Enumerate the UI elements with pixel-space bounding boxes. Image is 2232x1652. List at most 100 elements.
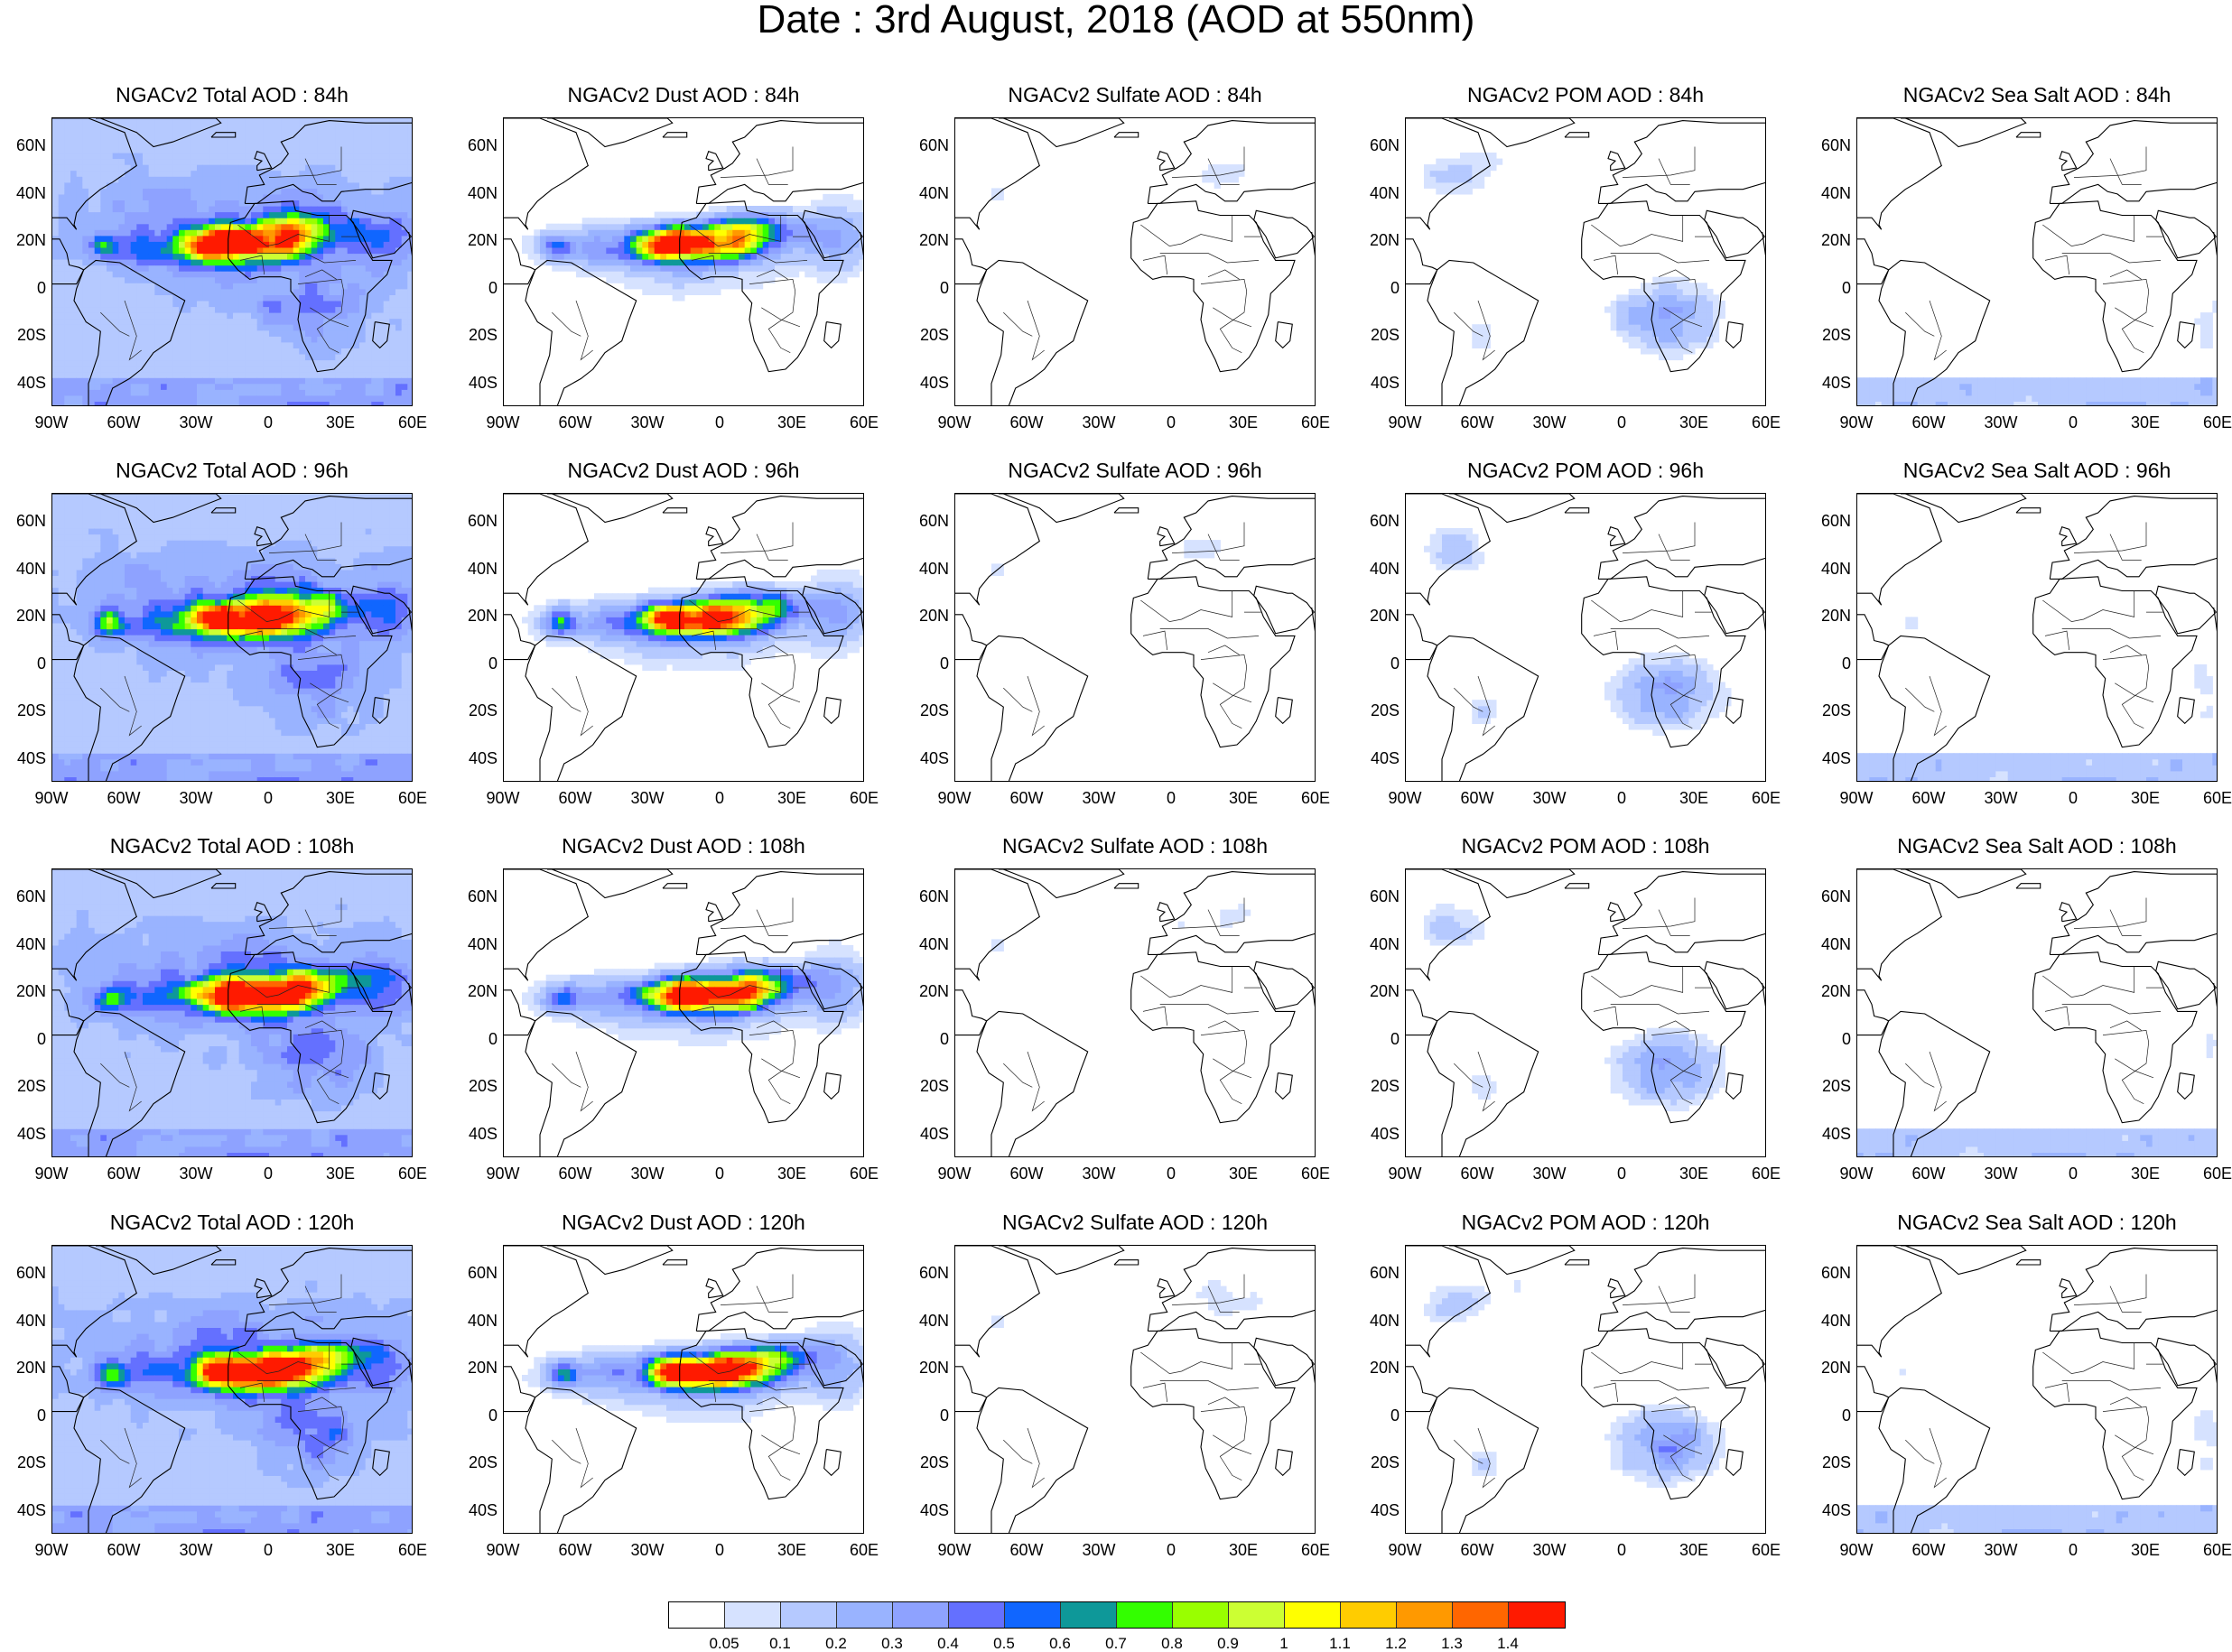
country-border	[2062, 254, 2161, 264]
coastline	[2214, 980, 2218, 1016]
lon-tick-label: 30W	[169, 1541, 223, 1559]
colorbar-label: 0.6	[1033, 1636, 1087, 1651]
lat-tick-label: 40N	[452, 935, 498, 953]
coastline	[1131, 201, 1295, 372]
lat-tick-label: 20N	[1, 231, 46, 249]
lon-tick-label: 60W	[1902, 789, 1956, 807]
lat-tick-label: 60N	[1806, 136, 1851, 154]
map-panel	[51, 493, 413, 782]
coastline	[504, 869, 588, 980]
lon-tick-label: 30W	[1072, 1541, 1126, 1559]
lat-tick-label: 20N	[904, 982, 949, 1000]
lat-tick-label: 0	[1, 1030, 46, 1048]
country-border	[2103, 1406, 2149, 1480]
coastline	[1158, 1279, 1175, 1298]
lat-tick-label: 60N	[1, 512, 46, 530]
lat-tick-label: 20S	[904, 1077, 949, 1095]
country-border	[757, 1286, 788, 1313]
lat-tick-label: 20N	[1354, 231, 1400, 249]
lat-tick-label: 40N	[904, 560, 949, 578]
lon-tick-label: 0	[693, 789, 747, 807]
coastline	[1114, 508, 1139, 513]
lat-tick-label: 0	[1806, 1406, 1851, 1425]
lon-tick-label: 0	[241, 1541, 295, 1559]
colorbar-label: 0.05	[697, 1636, 751, 1651]
coastline	[1312, 1357, 1316, 1392]
panel-title: NGACv2 Sulfate AOD : 108h	[909, 834, 1361, 858]
country-border	[1160, 1381, 1259, 1391]
country-border	[2074, 898, 2146, 929]
country-border	[552, 1063, 581, 1087]
colorbar-label: 1.1	[1313, 1636, 1367, 1651]
aod-field-map	[52, 1246, 413, 1534]
lon-tick-label: 30W	[1974, 413, 2028, 432]
country-border	[721, 1275, 793, 1305]
country-border	[749, 654, 795, 728]
lat-tick-label: 40N	[452, 184, 498, 202]
coastline	[706, 903, 723, 922]
coastline	[1406, 239, 1437, 284]
panel-title: NGACv2 Sea Salt AOD : 120h	[1811, 1211, 2232, 1234]
lon-tick-label: 90W	[1378, 1541, 1432, 1559]
lon-tick-label: 60E	[386, 1541, 440, 1559]
lat-tick-label: 40S	[1806, 1125, 1851, 1143]
lon-tick-label: 0	[2046, 1165, 2100, 1183]
lat-tick-label: 0	[452, 279, 498, 297]
lon-tick-label: 60W	[1902, 1541, 1956, 1559]
coastline	[955, 990, 987, 1035]
coastline	[1598, 872, 1766, 955]
lat-tick-label: 40S	[1, 749, 46, 767]
lat-tick-label: 40S	[1806, 1501, 1851, 1519]
coastline	[1449, 1246, 1575, 1275]
country-border	[2110, 910, 2142, 936]
lat-tick-label: 0	[452, 654, 498, 673]
country-border	[749, 279, 795, 352]
map-panel	[1856, 117, 2218, 406]
colorbar-swatch	[669, 1602, 725, 1628]
lon-tick-label: 60W	[1000, 789, 1054, 807]
lat-tick-label: 40S	[1354, 749, 1400, 767]
panel-title: NGACv2 POM AOD : 96h	[1360, 459, 1811, 482]
coastline	[1565, 1260, 1589, 1265]
lat-tick-label: 0	[1806, 279, 1851, 297]
lon-tick-label: 30E	[313, 1541, 367, 1559]
lon-tick-label: 0	[241, 413, 295, 432]
coastline	[1726, 322, 1744, 348]
coastline	[1762, 980, 1766, 1016]
coastline	[2050, 121, 2218, 204]
country-border	[1208, 645, 1240, 655]
coastline	[1608, 1279, 1625, 1298]
aod-field-map	[1857, 869, 2218, 1157]
lat-tick-label: 0	[1, 1406, 46, 1425]
country-border	[1591, 967, 1682, 998]
lat-tick-label: 40S	[452, 1125, 498, 1143]
coastline	[2060, 527, 2077, 546]
lon-tick-label: 60W	[1450, 413, 1504, 432]
panel-title: NGACv2 Sea Salt AOD : 96h	[1811, 459, 2232, 482]
country-border	[1140, 967, 1232, 998]
panel-title: NGACv2 POM AOD : 120h	[1360, 1211, 1811, 1234]
lat-tick-label: 20S	[452, 1077, 498, 1095]
coastline	[1254, 961, 1315, 1009]
coastline	[1705, 586, 1765, 634]
coastline	[1901, 494, 2026, 523]
map-panel	[1405, 1245, 1766, 1534]
country-border	[757, 534, 788, 561]
coastline	[706, 527, 723, 546]
lat-tick-label: 20S	[1, 326, 46, 344]
panel-title: NGACv2 Sulfate AOD : 120h	[909, 1211, 1361, 1234]
lat-tick-label: 20S	[1354, 701, 1400, 719]
lon-tick-label: 30W	[1072, 413, 1126, 432]
lon-tick-label: 30E	[313, 413, 367, 432]
lon-tick-label: 0	[693, 413, 747, 432]
lat-tick-label: 20S	[452, 1453, 498, 1471]
lon-tick-label: 30E	[765, 1541, 819, 1559]
country-border	[1213, 683, 1251, 702]
country-border	[1160, 1005, 1259, 1015]
country-border	[721, 898, 793, 929]
lat-tick-label: 60N	[1, 887, 46, 905]
country-border	[1028, 1428, 1045, 1488]
lat-tick-label: 20N	[1, 607, 46, 625]
map-panel	[954, 117, 1316, 406]
coastline	[1312, 980, 1316, 1016]
